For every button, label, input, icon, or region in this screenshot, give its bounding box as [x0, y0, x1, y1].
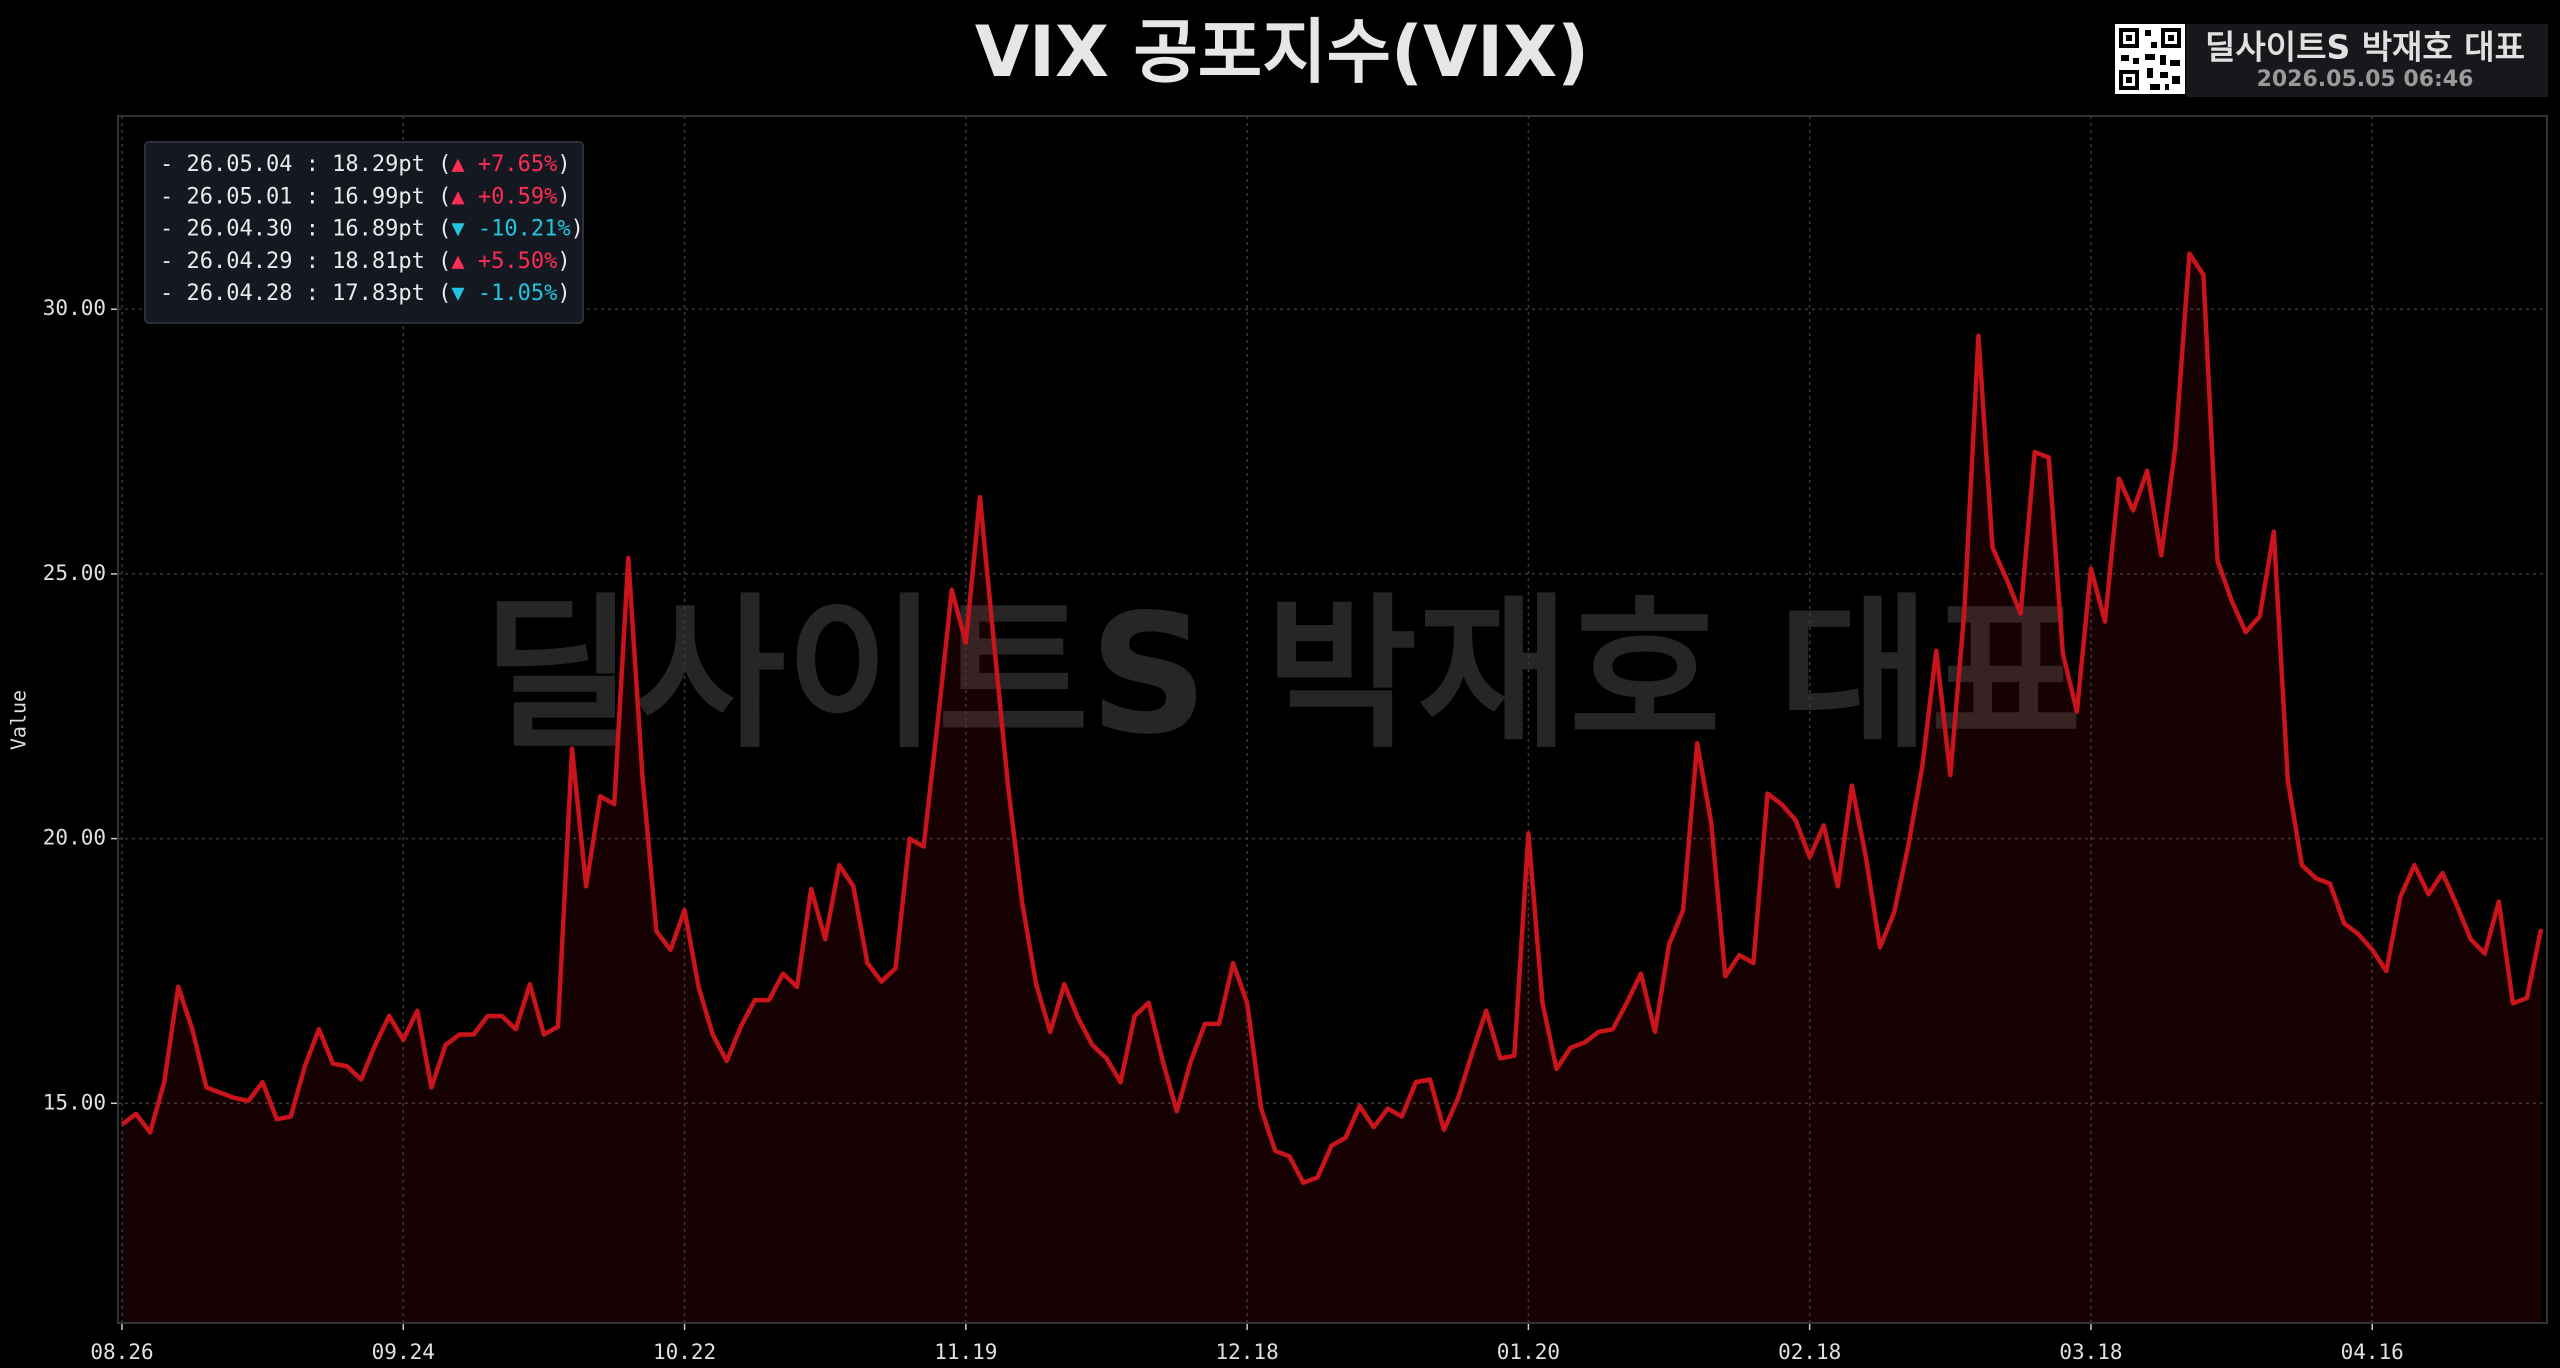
legend-text: - 26.05.04 : 18.29pt (: [160, 152, 451, 177]
badge-timestamp: 2026.05.05 06:46: [2257, 67, 2474, 92]
legend-text: ): [571, 217, 584, 242]
legend-text: ): [557, 184, 570, 209]
legend-entry: - 26.04.28 : 17.83pt (▼ -1.05%): [160, 281, 571, 306]
area: [122, 253, 2541, 1323]
plot-frame: [117, 115, 2548, 1324]
plot-area: [120, 251, 2544, 1323]
x-tick-label: 11.19: [934, 1340, 997, 1364]
legend-entry: - 26.05.04 : 18.29pt (▲ +7.65%): [160, 152, 571, 177]
line: [120, 251, 2544, 1185]
legend-change: ▼ -10.21%: [451, 217, 570, 242]
y-tick-label: 25.00: [43, 561, 106, 585]
x-tick-label: 10.22: [653, 1340, 716, 1364]
x-tick-label: 03.18: [2059, 1340, 2122, 1364]
legend-text: - 26.04.28 : 17.83pt (: [160, 281, 451, 306]
x-tick-label: 04.16: [2341, 1340, 2404, 1364]
legend-text: ): [557, 152, 570, 177]
badge: 딜사이트S 박재호 대표 2026.05.05 06:46: [2115, 24, 2548, 97]
legend-change: ▲ +7.65%: [451, 152, 557, 177]
x-tick-label: 09.24: [372, 1340, 435, 1364]
legend-text: ): [557, 281, 570, 306]
y-tick-label: 20.00: [43, 826, 106, 850]
legend-change: ▲ +0.59%: [451, 184, 557, 209]
legend-text: ): [557, 249, 570, 274]
x-tick-label: 01.20: [1497, 1340, 1560, 1364]
x-tick-label: 12.18: [1216, 1340, 1279, 1364]
legend-box: [144, 141, 584, 324]
watermark: 딜사이트S 박재호 대표: [482, 578, 2082, 770]
x-tick-label: 08.26: [90, 1340, 153, 1364]
y-axis-label: Value: [7, 690, 31, 750]
x-tick-label: 02.18: [1778, 1340, 1841, 1364]
badge-background: [2186, 24, 2548, 97]
y-tick-label: 30.00: [43, 296, 106, 320]
legend-entry: - 26.05.01 : 16.99pt (▲ +0.59%): [160, 184, 571, 209]
legend-change: ▲ +5.50%: [451, 249, 557, 274]
qr-pattern: [2119, 28, 2181, 90]
badge-name: 딜사이트S 박재호 대표: [2205, 28, 2525, 67]
grid: 15.00 20.00 25.00 30.00 08.26 09.24 10.22 11.19…: [43, 116, 2547, 1364]
legend-entry: - 26.04.30 : 16.89pt (▼ -10.21%): [160, 217, 584, 242]
legend-entry: - 26.04.29 : 18.81pt (▲ +5.50%): [160, 249, 571, 274]
chart-title: VIX 공포지수(VIX): [975, 11, 1589, 93]
legend-text: - 26.04.30 : 16.89pt (: [160, 217, 451, 242]
legend: - 26.05.04 : 18.29pt (▲ +7.65%)- 26.05.0…: [144, 141, 584, 324]
legend-text: - 26.05.01 : 16.99pt (: [160, 184, 451, 209]
legend-text: - 26.04.29 : 18.81pt (: [160, 249, 451, 274]
legend-change: ▼ -1.05%: [451, 281, 557, 306]
y-tick-label: 15.00: [43, 1090, 106, 1114]
